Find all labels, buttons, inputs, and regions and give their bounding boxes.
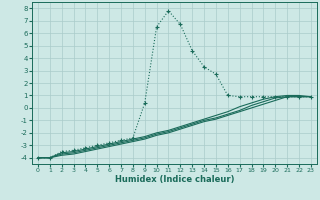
X-axis label: Humidex (Indice chaleur): Humidex (Indice chaleur): [115, 175, 234, 184]
